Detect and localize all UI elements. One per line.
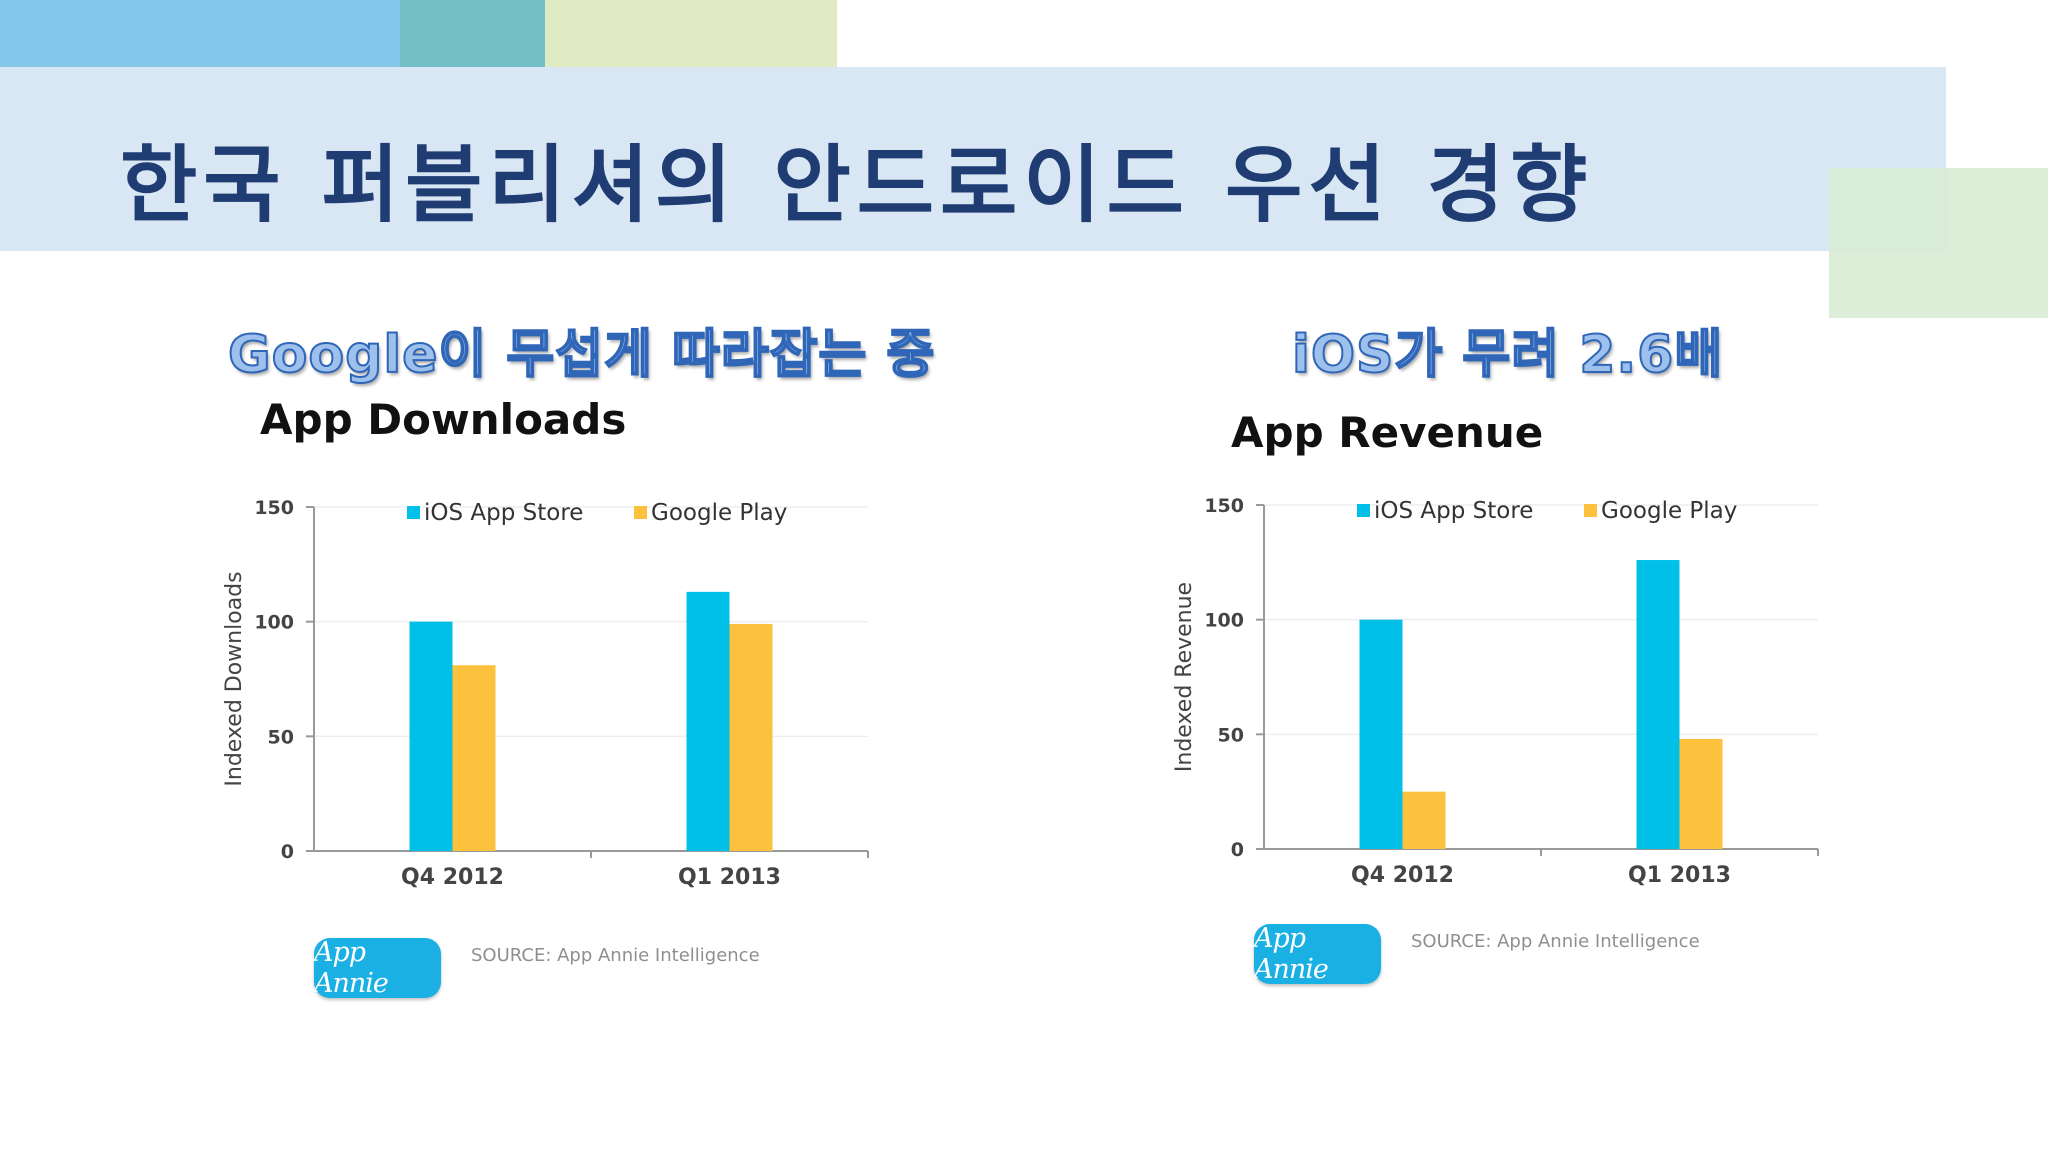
x-category-label: Q1 2013	[1628, 863, 1731, 888]
y-tick-label: 150	[1204, 495, 1244, 517]
left-app-annie-logo: App Annie	[314, 937, 441, 999]
ios-bar	[409, 621, 453, 851]
right-chart-title: App Revenue	[1231, 408, 1544, 457]
y-axis-title: Indexed Revenue	[1172, 582, 1197, 772]
google-play-bar	[1402, 791, 1446, 849]
google-play-bar	[452, 665, 496, 851]
y-tick-label: 0	[1231, 839, 1244, 861]
ios-bar	[686, 591, 730, 851]
x-category-label: Q4 2012	[1351, 863, 1454, 888]
legend-label: iOS App Store	[1374, 498, 1533, 524]
legend-label: Google Play	[651, 500, 787, 526]
legend-swatch	[1357, 504, 1370, 517]
ios-bar	[1359, 619, 1403, 849]
legend-swatch	[634, 506, 647, 519]
downloads-chart: 0 50 100 150 Indexed Downloads Q4 2012 Q1 2013…	[222, 497, 869, 890]
y-axis-title: Indexed Downloads	[222, 571, 247, 786]
y-tick-label: 0	[281, 841, 294, 863]
right-source-note: SOURCE: App Annie Intelligence	[1411, 931, 1700, 952]
title-band	[0, 67, 1946, 251]
left-source-note: SOURCE: App Annie Intelligence	[471, 945, 760, 966]
revenue-chart: 0 50 100 150 Indexed Revenue Q4 2012 Q1 2013 iO…	[1172, 495, 1819, 888]
gridlines	[1264, 504, 1818, 850]
slide-title: 한국 퍼블리셔의 안드로이드 우선 경향	[120, 136, 1594, 234]
google-play-bar	[729, 623, 773, 851]
legend-swatch	[407, 506, 420, 519]
gridlines	[314, 506, 868, 852]
x-category-label: Q4 2012	[401, 865, 504, 890]
y-tick-label: 100	[254, 612, 294, 634]
y-tick-label: 50	[268, 726, 294, 748]
y-tick-label: 150	[254, 497, 294, 519]
right-subtitle: iOS가 무려 2.6배	[1291, 324, 1724, 386]
right-app-annie-logo: App Annie	[1254, 923, 1381, 985]
google-play-bar	[1679, 738, 1723, 849]
left-chart-title: App Downloads	[260, 395, 627, 444]
ios-bar	[1636, 560, 1680, 849]
y-tick-label: 100	[1204, 610, 1244, 632]
decor-block-green	[1829, 168, 2048, 318]
x-category-label: Q1 2013	[678, 865, 781, 890]
legend-swatch	[1584, 504, 1597, 517]
left-subtitle: Google이 무섭게 따라잡는 중	[227, 324, 936, 386]
legend-label: iOS App Store	[424, 500, 583, 526]
y-tick-label: 50	[1218, 724, 1244, 746]
legend-label: Google Play	[1601, 498, 1737, 524]
